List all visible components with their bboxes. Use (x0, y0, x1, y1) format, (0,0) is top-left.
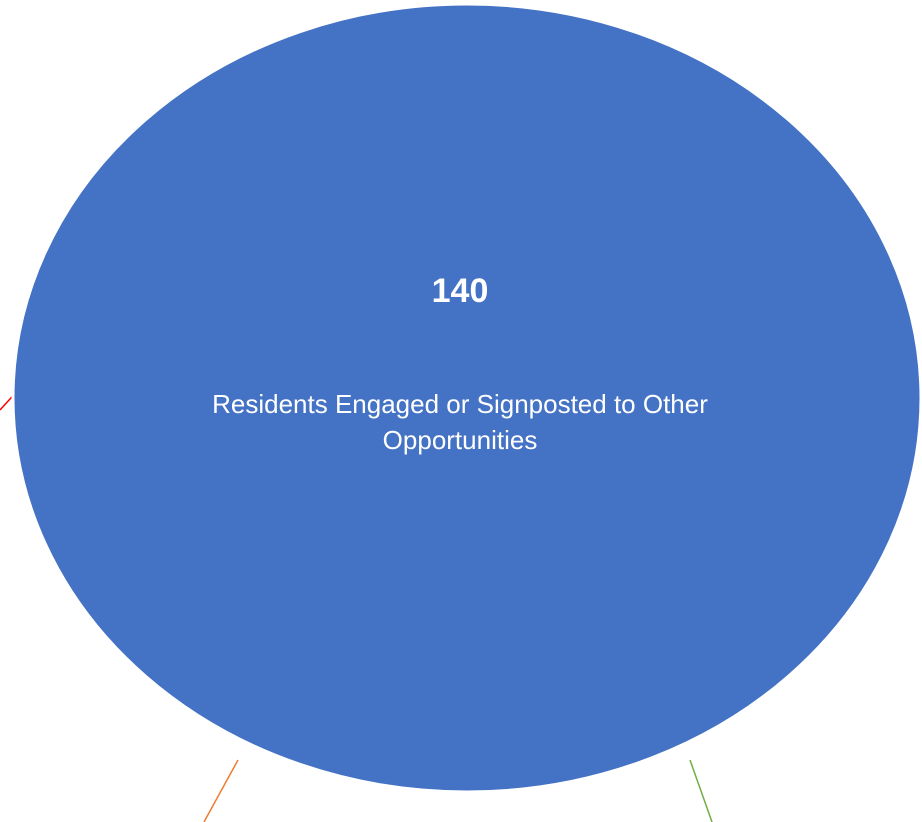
connector-bottom-right (689, 759, 713, 822)
main-node-label: Residents Engaged or Signposted to Other… (212, 389, 708, 455)
main-circle (11, 2, 922, 794)
main-node-value: 140 (431, 272, 489, 310)
connector-bottom-left (203, 759, 239, 822)
